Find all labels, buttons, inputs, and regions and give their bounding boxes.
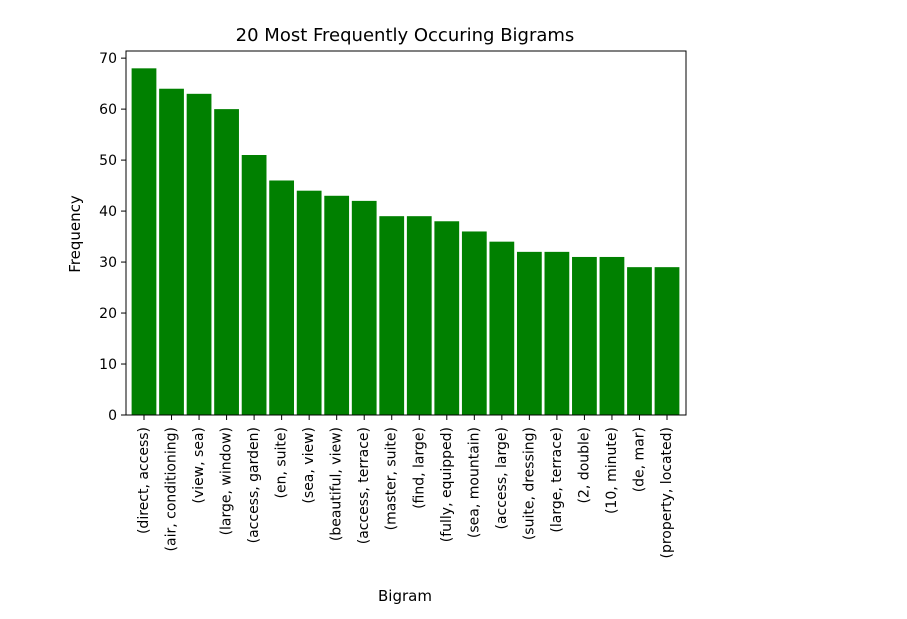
bar [296, 190, 322, 415]
x-tick-label: (de, mar) [631, 427, 647, 492]
x-tick-label: (en, suite) [274, 427, 290, 498]
x-tick-label: (large, terrace) [549, 427, 565, 533]
x-tick-label: (large, window) [219, 427, 235, 535]
x-axis-label: Bigram [378, 587, 432, 605]
x-tick-label: (access, large) [494, 427, 510, 529]
bar [406, 216, 432, 415]
bar [214, 109, 239, 416]
x-tick-label: (fully, equipped) [439, 427, 455, 542]
bar [351, 200, 377, 415]
bar [572, 256, 597, 415]
bar [379, 216, 405, 415]
bar [324, 195, 350, 415]
x-tick-label: (air, conditioning) [164, 427, 180, 551]
x-tick-label: (access, terrace) [356, 427, 372, 544]
y-tick-label: 50 [99, 153, 117, 169]
x-tick-label: (property, located) [659, 427, 675, 558]
bar [241, 155, 267, 415]
bar [159, 88, 184, 415]
y-tick-label: 30 [99, 255, 117, 271]
bar [516, 251, 542, 415]
x-tick-label: (sea, mountain) [466, 427, 482, 538]
bar [654, 267, 680, 415]
x-tick-label: (find, large) [411, 427, 427, 509]
y-tick-label: 20 [99, 306, 117, 322]
x-tick-label: (2, double) [576, 427, 592, 503]
bar [131, 68, 157, 415]
x-tick-label: (10, minute) [604, 427, 620, 514]
y-axis-label: Frequency [66, 195, 84, 273]
x-tick-label: (sea, view) [301, 427, 317, 504]
x-tick-label: (suite, dressing) [521, 427, 537, 540]
x-tick-label: (beautiful, view) [329, 427, 345, 541]
x-axis-ticks: (direct, access) (air, conditioning) (view… [136, 415, 675, 558]
y-tick-label: 10 [99, 357, 117, 373]
y-axis-ticks: 0 10 20 30 40 50 60 70 [99, 51, 126, 424]
y-tick-label: 0 [108, 408, 117, 424]
bar [461, 231, 487, 415]
plot-frame [125, 50, 687, 416]
chart-title: 20 Most Frequently Occuring Bigrams [236, 25, 575, 46]
y-tick-label: 40 [99, 204, 117, 220]
bar [186, 93, 212, 415]
y-tick-label: 70 [99, 51, 117, 67]
bar [269, 180, 295, 415]
bar [544, 251, 570, 415]
bar [489, 241, 515, 415]
bars [131, 68, 680, 416]
x-tick-label: (access, garden) [246, 427, 262, 543]
bar [627, 267, 652, 415]
y-tick-label: 60 [99, 102, 117, 118]
x-tick-label: (direct, access) [136, 427, 152, 534]
x-tick-label: (master, suite) [384, 427, 400, 530]
bar [434, 221, 460, 415]
bar [599, 256, 625, 415]
x-tick-label: (view, sea) [191, 427, 207, 504]
